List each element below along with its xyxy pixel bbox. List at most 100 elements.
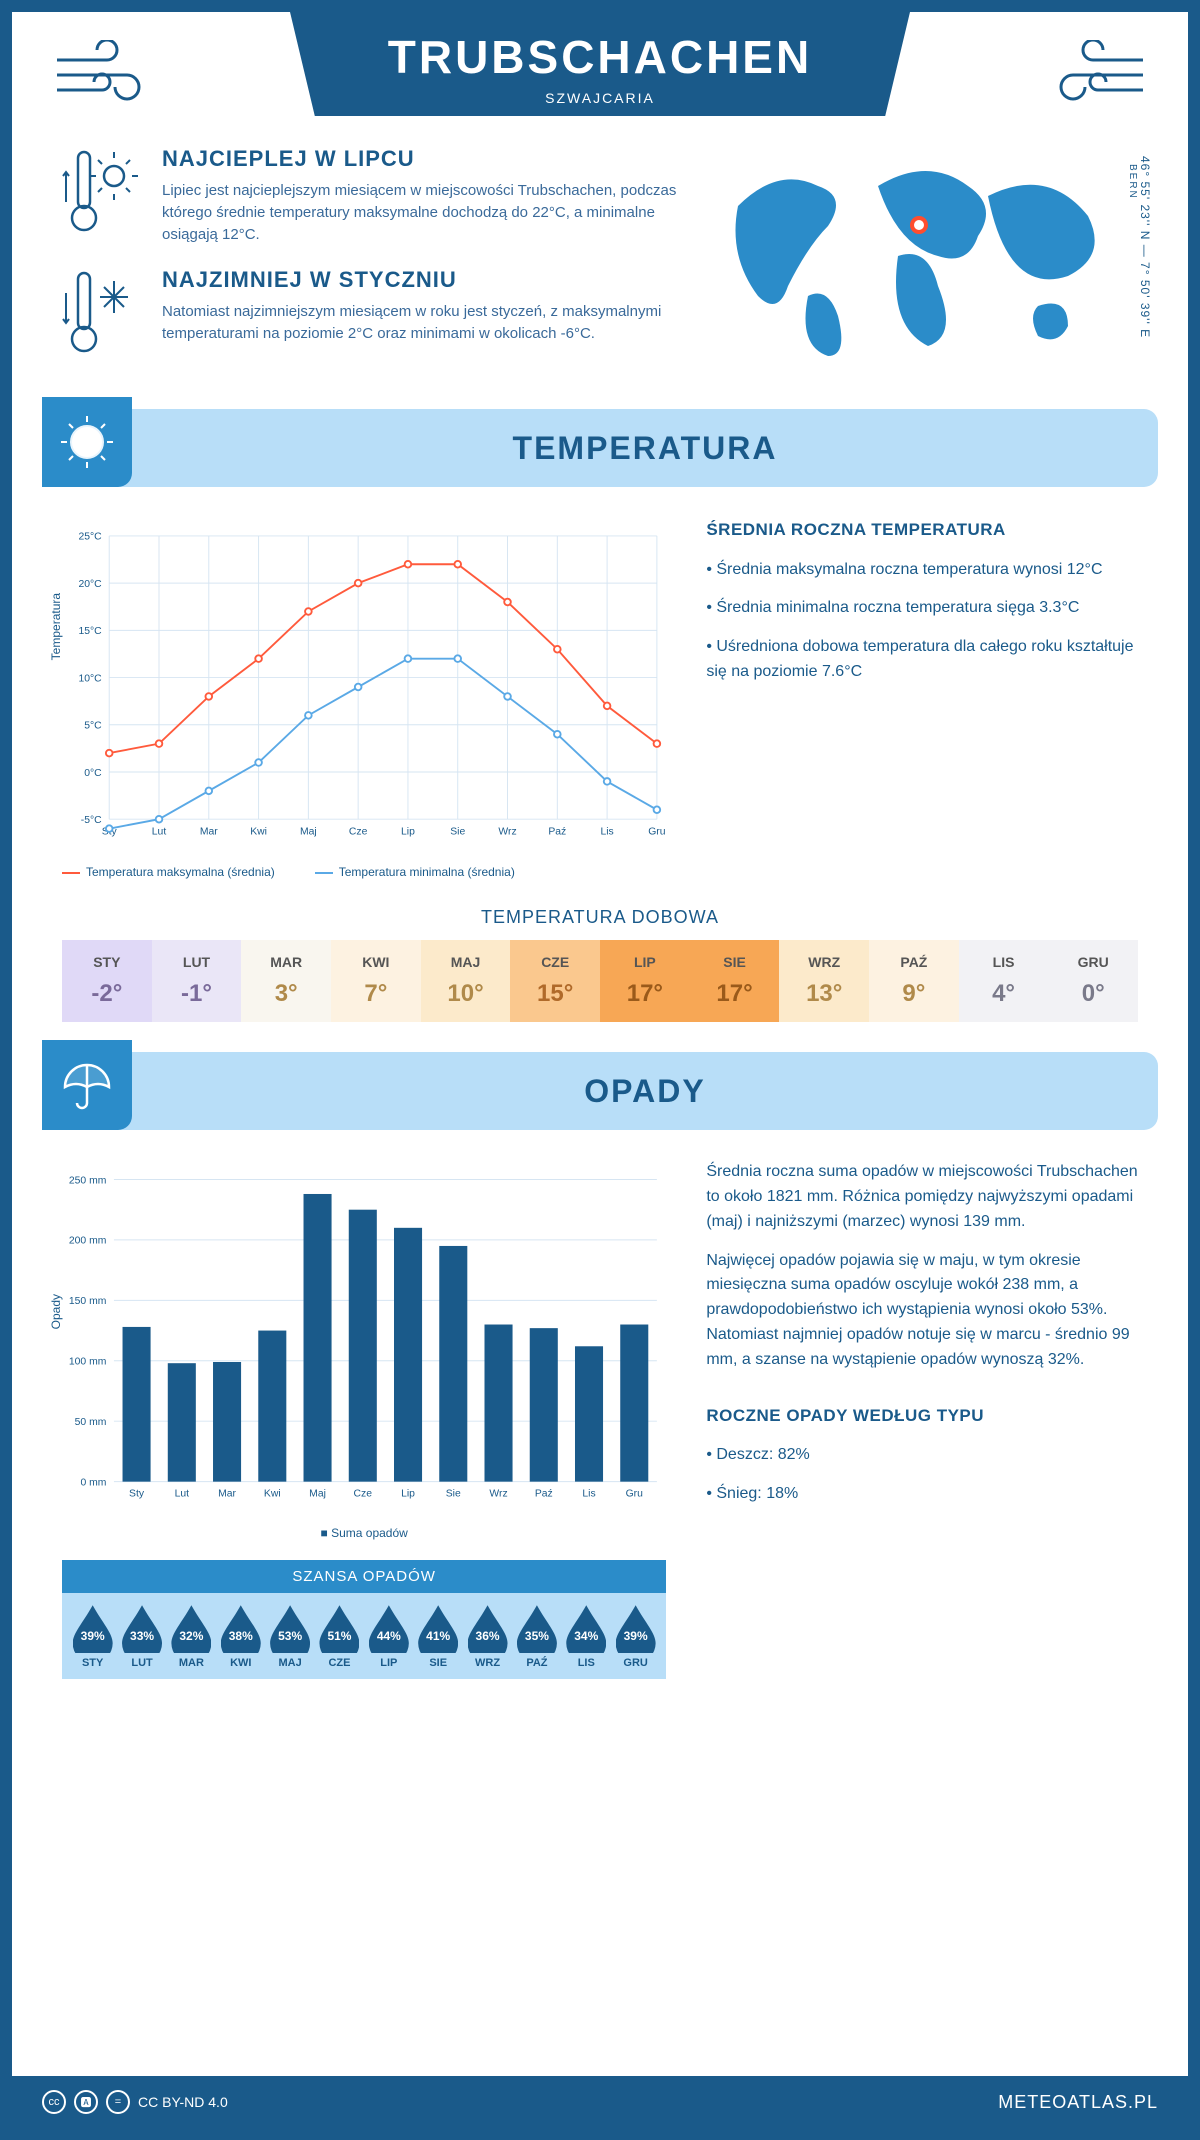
chance-cell: 32%MAR <box>167 1605 216 1669</box>
daily-temp-cell: MAJ10° <box>421 940 511 1022</box>
nd-icon: = <box>106 2090 130 2114</box>
svg-text:0°C: 0°C <box>84 768 102 779</box>
chance-cell: 41%SIE <box>414 1605 463 1669</box>
license-label: CC BY-ND 4.0 <box>138 2094 228 2110</box>
svg-text:Lip: Lip <box>401 1489 415 1500</box>
svg-text:Maj: Maj <box>300 827 317 838</box>
daily-temp-cell: LIP17° <box>600 940 690 1022</box>
chance-cell: 39%GRU <box>611 1605 660 1669</box>
daily-temp-cell: KWI7° <box>331 940 421 1022</box>
section-band-precipitation: OPADY <box>42 1052 1158 1130</box>
svg-text:Gru: Gru <box>648 827 666 838</box>
daily-temp-title: TEMPERATURA DOBOWA <box>12 907 1188 928</box>
svg-text:Kwi: Kwi <box>250 827 267 838</box>
world-map-icon <box>718 146 1118 366</box>
country-name: SZWAJCARIA <box>290 90 910 106</box>
svg-text:50 mm: 50 mm <box>75 1417 107 1428</box>
hot-fact-text: Lipiec jest najcieplejszym miesiącem w m… <box>162 180 688 245</box>
section-title-temperature: TEMPERATURA <box>132 430 1158 467</box>
svg-text:150 mm: 150 mm <box>69 1296 106 1307</box>
hot-fact-title: NAJCIEPLEJ W LIPCU <box>162 146 688 172</box>
svg-text:10°C: 10°C <box>78 674 102 685</box>
svg-text:15°C: 15°C <box>78 626 102 637</box>
chance-cell: 53%MAJ <box>265 1605 314 1669</box>
daily-temp-cell: GRU0° <box>1048 940 1138 1022</box>
svg-text:Mar: Mar <box>218 1489 236 1500</box>
thermometer-cold-icon <box>62 267 142 357</box>
chance-cell: 51%CZE <box>315 1605 364 1669</box>
site-label: METEOATLAS.PL <box>998 2092 1158 2113</box>
temperature-line-chart: Temperatura -5°C0°C5°C10°C15°C20°C25°CSt… <box>62 517 666 857</box>
wind-icon <box>1038 40 1148 123</box>
cc-icon: cc <box>42 2090 66 2114</box>
temp-summary-title: ŚREDNIA ROCZNA TEMPERATURA <box>706 517 1138 543</box>
svg-text:Sie: Sie <box>450 827 465 838</box>
sun-icon <box>42 397 132 487</box>
svg-text:20°C: 20°C <box>78 579 102 590</box>
daily-temp-cell: LUT-1° <box>152 940 242 1022</box>
by-icon: 🅰 <box>74 2090 98 2114</box>
umbrella-icon <box>42 1040 132 1130</box>
daily-temp-cell: LIS4° <box>959 940 1049 1022</box>
temp-summary-bullets: • Średnia maksymalna roczna temperatura … <box>706 558 1138 685</box>
footer: cc 🅰 = CC BY-ND 4.0 METEOATLAS.PL <box>12 2076 1188 2128</box>
precip-type-title: ROCZNE OPADY WEDŁUG TYPU <box>706 1403 1138 1429</box>
svg-text:Lip: Lip <box>401 827 415 838</box>
daily-temp-cell: CZE15° <box>510 940 600 1022</box>
svg-text:Wrz: Wrz <box>489 1489 507 1500</box>
daily-temp-cell: STY-2° <box>62 940 152 1022</box>
section-title-precipitation: OPADY <box>132 1073 1158 1110</box>
chance-cell: 34%LIS <box>562 1605 611 1669</box>
chance-cell: 44%LIP <box>364 1605 413 1669</box>
chance-cell: 35%PAŹ <box>512 1605 561 1669</box>
wind-icon <box>52 40 162 123</box>
section-band-temperature: TEMPERATURA <box>42 409 1158 487</box>
svg-text:Cze: Cze <box>349 827 368 838</box>
svg-text:Paź: Paź <box>548 827 566 838</box>
precip-chart-legend: Suma opadów <box>62 1526 666 1540</box>
chance-cell: 33%LUT <box>117 1605 166 1669</box>
cold-fact-text: Natomiast najzimniejszym miesiącem w rok… <box>162 301 688 345</box>
precip-text-1: Średnia roczna suma opadów w miejscowośc… <box>706 1160 1138 1234</box>
precipitation-bar-chart: Opady 0 mm50 mm100 mm150 mm200 mm250 mmS… <box>62 1160 666 1520</box>
svg-text:Lis: Lis <box>582 1489 595 1500</box>
svg-text:Mar: Mar <box>200 827 218 838</box>
chance-title: SZANSA OPADÓW <box>62 1560 666 1593</box>
svg-text:-5°C: -5°C <box>81 815 102 826</box>
svg-text:Maj: Maj <box>309 1489 326 1500</box>
daily-temp-cell: MAR3° <box>241 940 331 1022</box>
header-banner: TRUBSCHACHEN SZWAJCARIA <box>290 12 910 116</box>
svg-text:25°C: 25°C <box>78 532 102 543</box>
svg-text:Sie: Sie <box>446 1489 461 1500</box>
svg-text:Lut: Lut <box>152 827 167 838</box>
svg-text:Lut: Lut <box>175 1489 190 1500</box>
svg-text:100 mm: 100 mm <box>69 1357 106 1368</box>
svg-text:250 mm: 250 mm <box>69 1176 106 1187</box>
precip-text-2: Najwięcej opadów pojawia się w maju, w t… <box>706 1249 1138 1373</box>
chance-cell: 39%STY <box>68 1605 117 1669</box>
svg-text:Gru: Gru <box>626 1489 644 1500</box>
chance-cell: 36%WRZ <box>463 1605 512 1669</box>
svg-text:5°C: 5°C <box>84 721 102 732</box>
svg-text:Sty: Sty <box>129 1489 145 1500</box>
daily-temp-cell: WRZ13° <box>779 940 869 1022</box>
svg-text:Cze: Cze <box>354 1489 373 1500</box>
svg-text:200 mm: 200 mm <box>69 1236 106 1247</box>
temp-bullet: • Średnia minimalna roczna temperatura s… <box>706 596 1138 621</box>
temp-bullet: • Średnia maksymalna roczna temperatura … <box>706 558 1138 583</box>
chance-cell: 38%KWI <box>216 1605 265 1669</box>
chance-box: SZANSA OPADÓW 39%STY33%LUT32%MAR38%KWI53… <box>62 1560 666 1679</box>
daily-temp-cell: PAŹ9° <box>869 940 959 1022</box>
svg-text:Wrz: Wrz <box>498 827 516 838</box>
svg-text:0 mm: 0 mm <box>80 1478 106 1489</box>
daily-temp-cell: SIE17° <box>690 940 780 1022</box>
city-title: TRUBSCHACHEN <box>290 30 910 84</box>
svg-text:Lis: Lis <box>600 827 613 838</box>
daily-temp-strip: STY-2°LUT-1°MAR3°KWI7°MAJ10°CZE15°LIP17°… <box>62 940 1138 1022</box>
temp-chart-legend: Temperatura maksymalna (średnia) Tempera… <box>62 865 666 879</box>
thermometer-hot-icon <box>62 146 142 236</box>
svg-text:Paź: Paź <box>535 1489 553 1500</box>
svg-text:Kwi: Kwi <box>264 1489 281 1500</box>
precip-type-rain: • Deszcz: 82% <box>706 1443 1138 1468</box>
precip-type-snow: • Śnieg: 18% <box>706 1482 1138 1507</box>
